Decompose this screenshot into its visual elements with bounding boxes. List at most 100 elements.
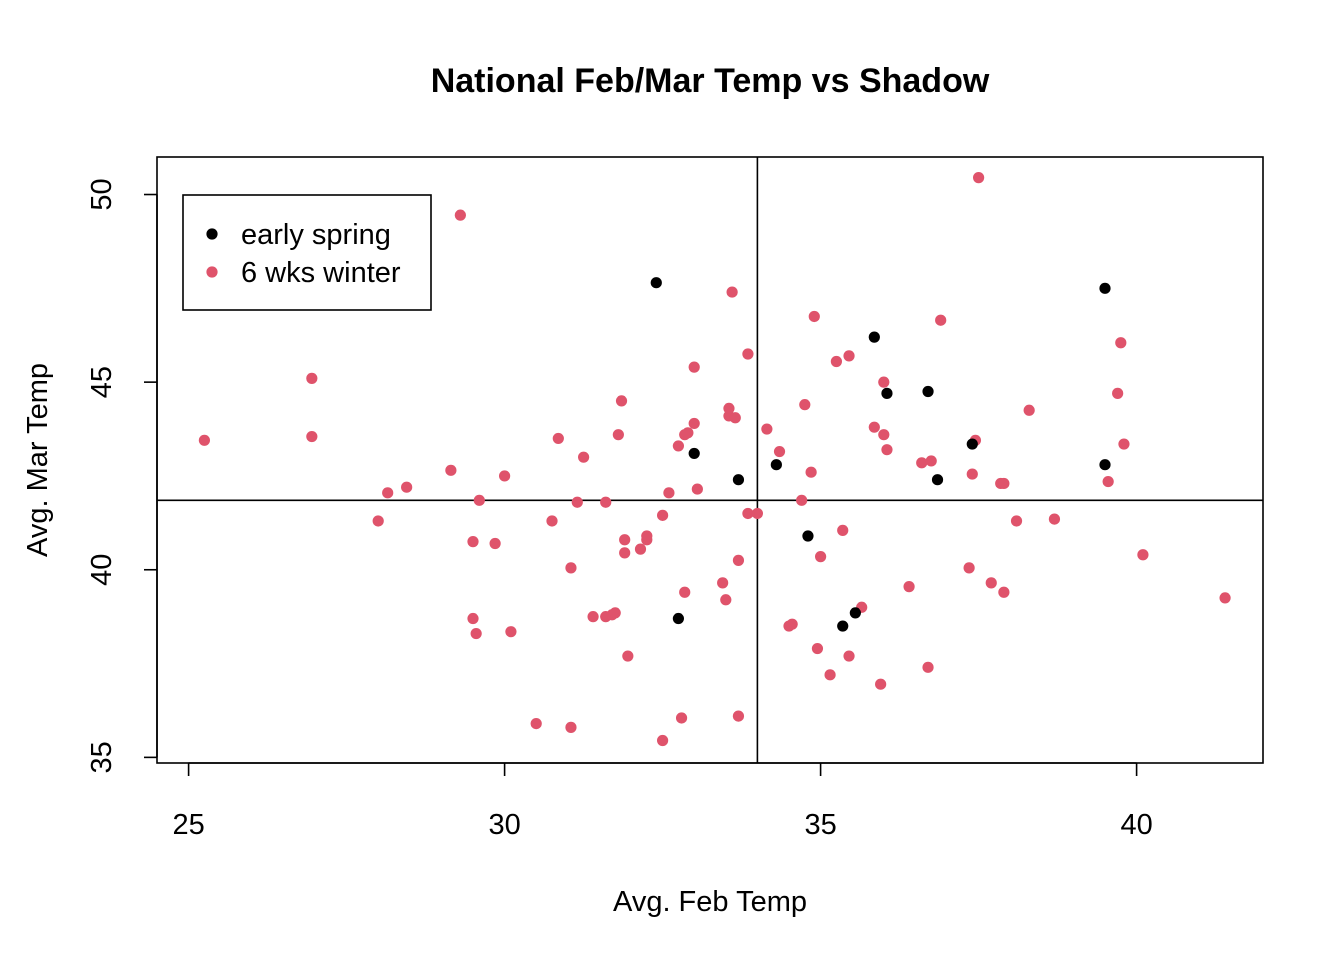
data-point xyxy=(903,581,915,593)
y-axis-label: Avg. Mar Temp xyxy=(22,363,54,557)
data-point xyxy=(799,399,811,411)
data-point xyxy=(382,487,394,499)
data-point xyxy=(773,445,786,458)
x-tick-label: 25 xyxy=(172,809,204,841)
data-point xyxy=(732,710,745,722)
data-point xyxy=(688,417,700,430)
data-point xyxy=(672,612,685,625)
data-point xyxy=(1023,404,1035,416)
data-point xyxy=(973,172,985,184)
y-tick-label: 45 xyxy=(86,366,118,398)
data-point xyxy=(372,515,384,527)
data-point xyxy=(985,577,997,589)
data-point xyxy=(612,429,624,441)
data-point xyxy=(445,464,457,476)
data-point xyxy=(786,618,798,630)
data-point xyxy=(998,586,1010,598)
x-tick-label: 30 xyxy=(488,809,520,841)
data-point xyxy=(619,547,631,559)
data-point xyxy=(770,459,782,471)
data-point xyxy=(1048,513,1061,525)
data-point xyxy=(565,562,577,574)
data-point xyxy=(622,650,634,662)
data-point xyxy=(796,494,808,506)
data-point xyxy=(925,455,937,467)
data-point xyxy=(600,496,612,508)
data-point xyxy=(467,536,479,548)
data-point xyxy=(565,721,577,733)
data-point xyxy=(467,612,479,625)
data-point xyxy=(619,534,631,546)
data-point xyxy=(663,487,675,499)
data-point xyxy=(682,427,694,439)
legend-marker xyxy=(206,266,218,278)
legend-entry: early spring xyxy=(241,219,391,251)
data-point xyxy=(732,474,745,486)
data-point xyxy=(505,626,517,638)
data-point xyxy=(615,395,628,407)
legend-box xyxy=(182,194,432,311)
data-point xyxy=(552,432,564,445)
data-point xyxy=(830,355,843,368)
data-point xyxy=(815,551,827,563)
data-point xyxy=(1099,282,1111,294)
chart-title: National Feb/Mar Temp vs Shadow xyxy=(431,62,990,100)
data-point xyxy=(805,466,817,478)
data-point xyxy=(1112,387,1124,399)
plot-area: 25 30 35 40 35 40 45 50 early spring 6 wks winter xyxy=(86,156,1264,841)
data-point xyxy=(306,372,318,384)
data-point xyxy=(935,314,947,326)
data-point xyxy=(691,483,703,495)
y-tick-label: 50 xyxy=(86,178,118,210)
data-point xyxy=(470,627,482,640)
data-point xyxy=(1099,459,1111,471)
legend-marker xyxy=(206,228,218,240)
data-point xyxy=(1115,337,1127,349)
data-point xyxy=(672,440,685,452)
data-point xyxy=(849,607,861,619)
data-point xyxy=(998,477,1010,490)
data-point xyxy=(837,524,849,536)
data-point xyxy=(609,607,621,619)
data-point xyxy=(824,669,836,681)
data-point xyxy=(499,470,511,482)
data-point xyxy=(688,447,700,460)
data-point xyxy=(966,468,978,480)
data-point xyxy=(916,457,928,469)
data-point xyxy=(1219,592,1231,604)
data-point xyxy=(742,348,754,360)
data-point xyxy=(742,507,754,520)
data-point xyxy=(843,350,855,362)
legend-entry: 6 wks winter xyxy=(241,257,401,289)
data-point xyxy=(878,376,890,388)
data-point xyxy=(679,586,691,598)
x-axis-label: Avg. Feb Temp xyxy=(613,886,807,918)
data-point xyxy=(881,444,893,456)
data-point xyxy=(530,718,542,730)
data-point xyxy=(868,331,880,343)
y-tick-label: 40 xyxy=(86,554,118,586)
data-point xyxy=(931,474,944,486)
data-point xyxy=(751,507,764,520)
data-point xyxy=(922,661,934,673)
data-point xyxy=(720,594,732,606)
data-point xyxy=(922,385,934,398)
data-point xyxy=(546,515,558,527)
x-tick-label: 40 xyxy=(1120,809,1152,841)
data-point xyxy=(634,543,647,555)
data-point xyxy=(729,412,741,424)
data-point xyxy=(881,387,893,399)
data-point xyxy=(688,361,700,373)
data-point xyxy=(802,530,814,542)
data-point xyxy=(963,562,975,574)
data-point xyxy=(473,494,485,506)
y-tick-label: 35 xyxy=(86,741,118,773)
data-point xyxy=(306,430,318,443)
data-point xyxy=(587,611,599,623)
data-point xyxy=(401,481,413,493)
data-point xyxy=(717,577,729,589)
data-point xyxy=(1118,438,1130,450)
data-point xyxy=(843,650,855,662)
data-point xyxy=(878,429,890,441)
